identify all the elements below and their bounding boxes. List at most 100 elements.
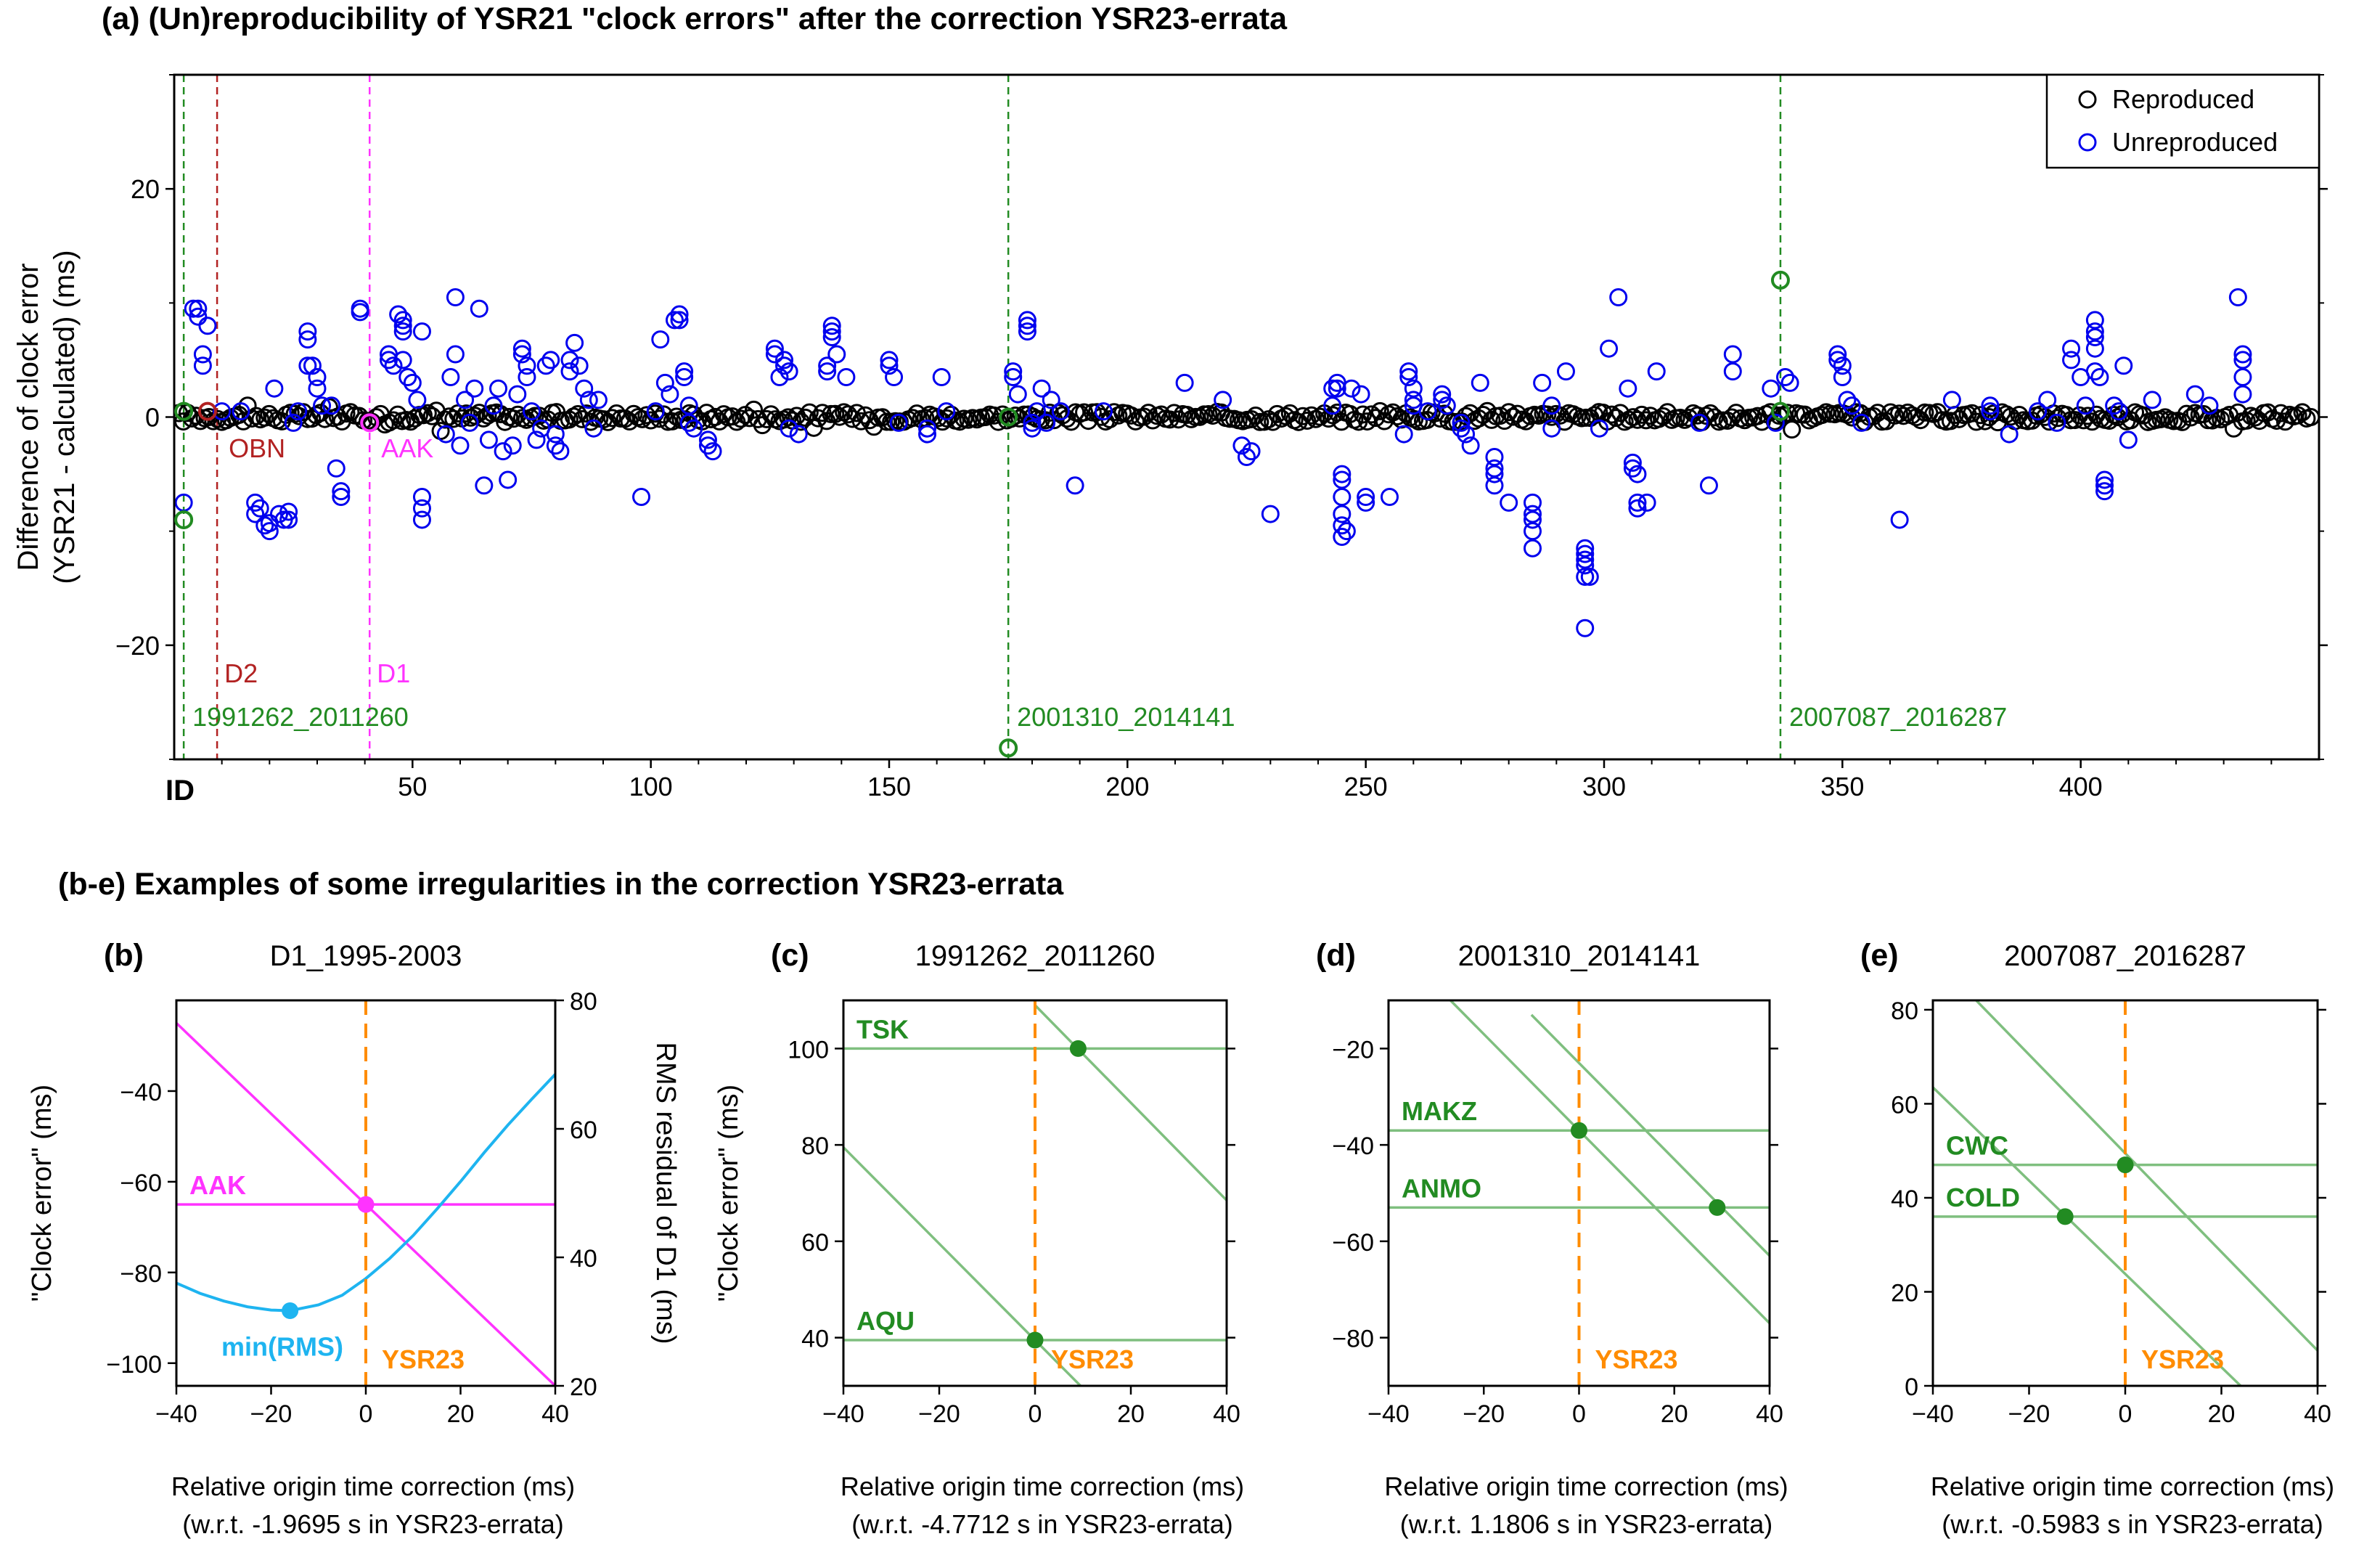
- intersection-point: [2117, 1156, 2134, 1174]
- reproduced-point: [328, 407, 347, 426]
- unreproduced-point: [503, 436, 522, 455]
- y-tick-label: 40: [801, 1326, 829, 1353]
- x-tick-label: 40: [1213, 1400, 1240, 1428]
- reproduced-point: [1722, 408, 1741, 427]
- station-label-tsk: TSK: [856, 1014, 909, 1044]
- unreproduced-point: [527, 430, 546, 449]
- unreproduced-point: [703, 442, 722, 461]
- reproduced-point: [1152, 405, 1171, 424]
- y-tick-label: 20: [1891, 1279, 1918, 1307]
- x-axis-label-ref: (w.r.t. -1.9695 s in YSR23-errata): [182, 1509, 564, 1539]
- reproduced-point: [1881, 403, 1900, 422]
- unreproduced-point: [579, 391, 598, 409]
- reproduced-point: [1293, 407, 1312, 425]
- y2-tick-label: 40: [570, 1245, 597, 1273]
- unreproduced-point: [1981, 396, 2000, 415]
- x-tick-label: 0: [359, 1400, 373, 1428]
- unreproduced-point: [2085, 311, 2104, 330]
- unreproduced-point: [1333, 488, 1351, 507]
- y-tick-label: 40: [1891, 1185, 1918, 1213]
- unreproduced-point: [260, 522, 279, 541]
- reproduced-point: [1641, 407, 1660, 425]
- intersection-point: [2056, 1208, 2074, 1225]
- legend: Reproduced Unreproduced: [2045, 73, 2320, 169]
- plot-area: 50 100 150 200 250 300 350 400−20020IDDifferenc…: [12, 73, 2334, 1539]
- y-tick-label: −100: [106, 1351, 162, 1379]
- unreproduced-point: [780, 419, 798, 438]
- unreproduced-point: [2000, 425, 2019, 444]
- unreproduced-point: [393, 311, 412, 330]
- y-tick-label: −60: [1332, 1229, 1374, 1257]
- unreproduced-point: [198, 317, 217, 335]
- reproduced-point: [1842, 408, 1861, 427]
- unreproduced-point: [298, 322, 317, 341]
- panel-e: −40 −20 0 20 40 0 20 40 60 80 (e) 2007087_2016287 Re…: [1860, 938, 2334, 1539]
- unreproduced-point: [918, 419, 937, 438]
- unreproduced-point: [1647, 362, 1666, 381]
- unreproduced-point: [1351, 385, 1370, 404]
- reproduced-point: [457, 404, 476, 423]
- arrival-line: [1448, 1000, 1770, 1324]
- unreproduced-point: [475, 476, 494, 495]
- unreproduced-point: [1238, 448, 1256, 467]
- unreproduced-point: [822, 327, 841, 346]
- unreproduced-point: [1008, 385, 1027, 404]
- x-axis-label: Relative origin time correction (ms): [841, 1472, 1244, 1501]
- unreproduced-point: [470, 299, 488, 318]
- reproduced-point: [830, 407, 849, 426]
- unreproduced-point: [308, 379, 327, 398]
- y-tick-label: 0: [145, 403, 160, 433]
- reproduced-point: [418, 404, 437, 423]
- reproduced-point: [1105, 403, 1124, 422]
- unreproduced-point: [2143, 391, 2162, 409]
- reproduced-point: [745, 400, 764, 419]
- unreproduced-point: [1004, 367, 1023, 386]
- unreproduced-point: [1600, 339, 1619, 358]
- unreproduced-point: [1576, 568, 1595, 587]
- unreproduced-point: [1637, 493, 1656, 512]
- unreproduced-point: [1333, 465, 1351, 483]
- unreproduced-point: [546, 436, 565, 455]
- reproduced-point: [1370, 401, 1389, 420]
- reproduced-point: [732, 409, 751, 428]
- reproduced-point: [187, 407, 205, 425]
- reproduced-point: [723, 407, 742, 426]
- reproduced-point: [706, 407, 724, 426]
- unreproduced-point: [1619, 379, 1637, 398]
- unreproduced-point: [1452, 419, 1471, 438]
- unreproduced-point: [1433, 385, 1452, 404]
- reproduced-point: [384, 411, 403, 430]
- unreproduced-point: [1942, 391, 1961, 409]
- figure-title-be: (b-e) Examples of some irregularities in…: [58, 867, 1064, 902]
- reproduced-point: [873, 408, 892, 427]
- reproduced-point: [255, 408, 274, 427]
- y-tick-label: −20: [1332, 1036, 1374, 1064]
- x-axis-label: Relative origin time correction (ms): [1931, 1472, 2334, 1501]
- reproduced-point: [2066, 411, 2085, 430]
- unreproduced-point: [518, 367, 536, 386]
- unreproduced-point: [2085, 322, 2104, 341]
- reproduced-point: [1473, 405, 1492, 424]
- unreproduced-point: [2233, 345, 2252, 364]
- unreproduced-point: [1437, 396, 1456, 415]
- x-tick-label: 0: [1572, 1400, 1586, 1428]
- unreproduced-point: [465, 379, 484, 398]
- unreproduced-point: [289, 402, 308, 421]
- reproduced-point: [1298, 412, 1317, 430]
- unreproduced-point: [918, 425, 937, 444]
- reproduced-point: [1311, 407, 1330, 426]
- unreproduced-point: [2076, 396, 2095, 415]
- unreproduced-point: [518, 356, 536, 375]
- reproduced-point: [422, 407, 441, 425]
- highlighted-event-point: [1770, 270, 1790, 290]
- unreproduced-point: [2095, 482, 2114, 501]
- legend-label-unreproduced: Unreproduced: [2112, 127, 2278, 157]
- x-tick-label: 20: [1661, 1400, 1688, 1428]
- unreproduced-point: [880, 356, 899, 375]
- unreproduced-point: [885, 367, 904, 386]
- unreproduced-point: [1524, 493, 1542, 512]
- unreproduced-point: [1576, 619, 1595, 637]
- marker-label-2007087: 2007087_2016287: [1789, 702, 2007, 732]
- rms-min-label: min(RMS): [221, 1331, 343, 1361]
